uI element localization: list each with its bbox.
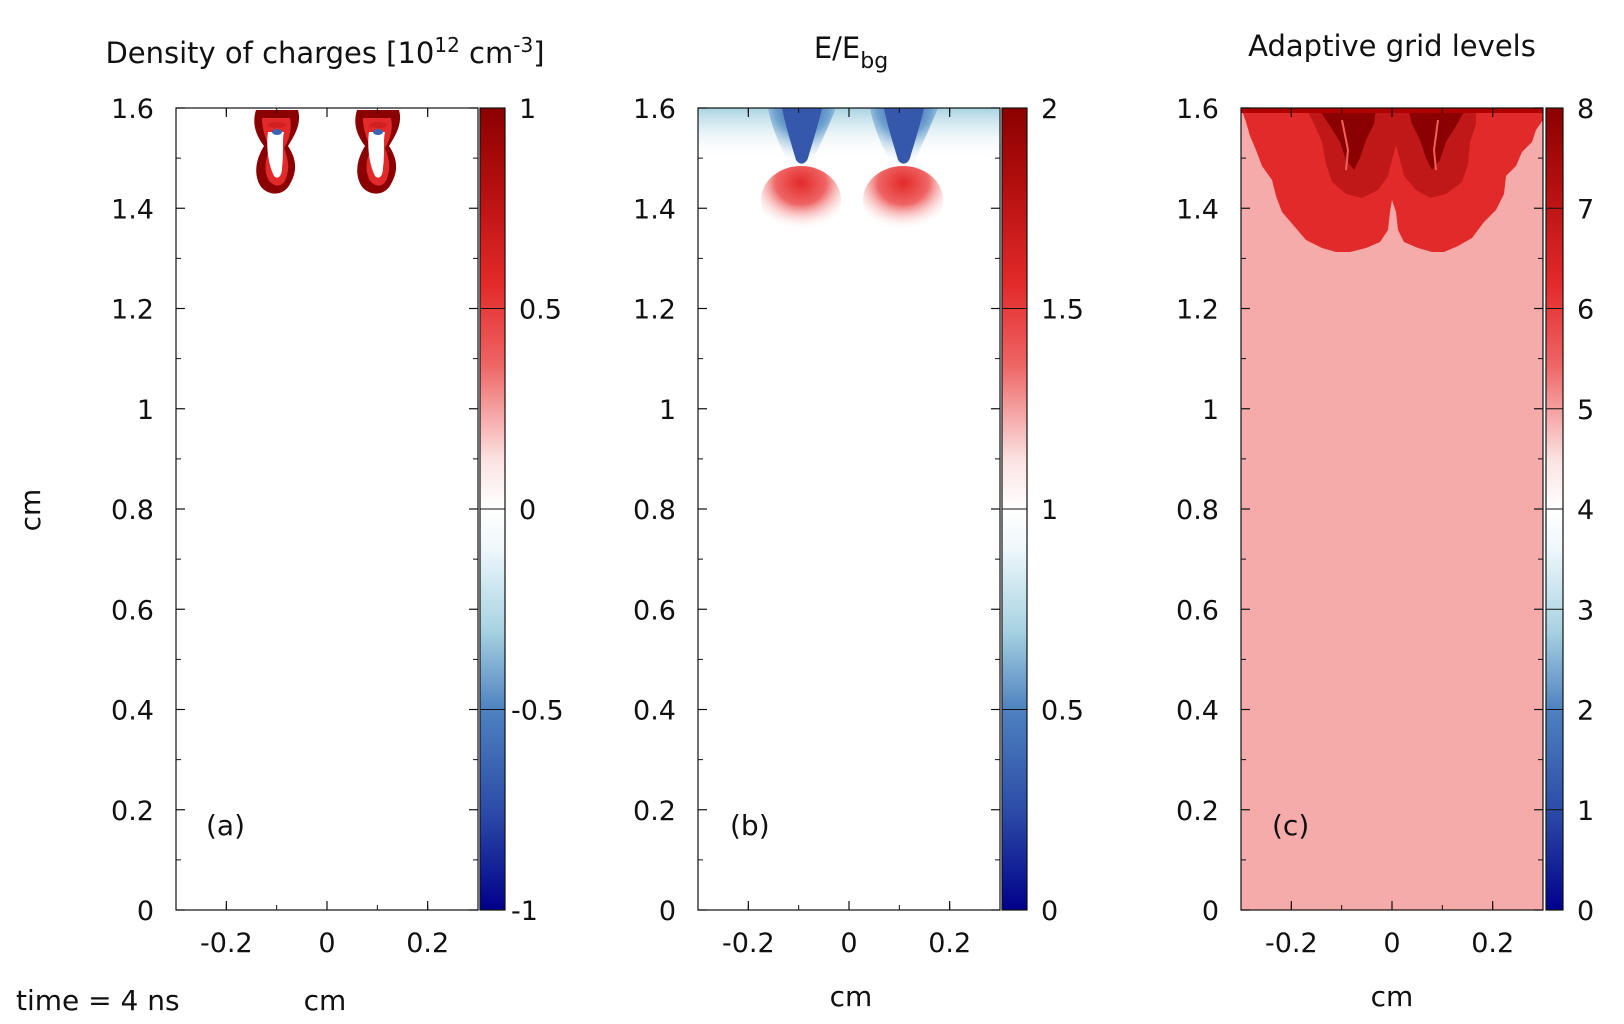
panel-a-ticks: 0 0.2 0.4 0.6 0.8 1 1.2 1.4 1.6 -0.2 0 0.2 bbox=[111, 94, 478, 959]
y-tick-label: 0.2 bbox=[111, 796, 154, 827]
panel-a-heatmap bbox=[254, 110, 401, 194]
colorbar-tick-label: 1 bbox=[1041, 495, 1058, 526]
x-tick-label: 0.2 bbox=[928, 928, 971, 959]
y-tick-label: 0.6 bbox=[111, 595, 154, 626]
x-tick-label: 0.2 bbox=[406, 928, 449, 959]
y-tick-label: 0.6 bbox=[1176, 595, 1219, 626]
panel-b: E/Ebg 00.20.40.60.811.21.41.6-0.2 0 0.2 00… bbox=[633, 31, 1084, 959]
colorbar-tick-label: 6 bbox=[1577, 295, 1594, 326]
y-tick-label: 1 bbox=[1202, 395, 1219, 426]
colorbar-tick-label: -0.5 bbox=[511, 696, 564, 727]
y-tick-label: 0.4 bbox=[111, 696, 154, 727]
x-tick-label: 0 bbox=[318, 928, 335, 959]
x-tick-label: 0 bbox=[840, 928, 857, 959]
y-tick-label: 0.4 bbox=[1176, 696, 1219, 727]
colorbar-tick-label: 4 bbox=[1577, 495, 1594, 526]
colorbar-tick-label: 0.5 bbox=[1041, 696, 1084, 727]
x-tick-label: -0.2 bbox=[1265, 928, 1318, 959]
y-tick-label: 1.2 bbox=[633, 295, 676, 326]
colorbar-tick-label: -1 bbox=[511, 896, 538, 927]
colorbar-tick-label: 2 bbox=[1041, 94, 1058, 125]
refinement-level-8-right bbox=[1408, 108, 1466, 170]
y-tick-label: 0.4 bbox=[633, 696, 676, 727]
panel-c-label: (c) bbox=[1272, 809, 1309, 842]
y-tick-label: 1 bbox=[659, 395, 676, 426]
panel-b-heatmap bbox=[698, 108, 1000, 234]
panel-a: Density of charges [1012 cm-3] 0 0.2 0.4 0.… bbox=[105, 33, 563, 959]
colorbar-tick-label: 0.5 bbox=[519, 295, 562, 326]
colorbar-tick-label: 0 bbox=[1577, 896, 1594, 927]
panel-c-ticks: 0 0.2 0.4 0.6 0.8 1 1.2 1.4 1.6 -0.2 0 0.2 bbox=[1176, 94, 1543, 959]
panel-b-ticks: 0 0.2 0.4 0.6 0.8 1 1.2 1.4 1.6 -0.2 0 0.2 bbox=[633, 94, 1000, 959]
y-tick-label: 1 bbox=[137, 395, 154, 426]
panel-b-label: (b) bbox=[730, 809, 770, 842]
y-tick-label: 0.8 bbox=[111, 495, 154, 526]
y-tick-label: 1.6 bbox=[1176, 94, 1219, 125]
panel-a-title: Density of charges [1012 cm-3] bbox=[105, 33, 544, 70]
y-tick-label: 1.2 bbox=[111, 295, 154, 326]
panel-c-base-level bbox=[1241, 108, 1543, 910]
y-tick-label: 0.2 bbox=[1176, 796, 1219, 827]
x-tick-label: 0 bbox=[1383, 928, 1400, 959]
left-field-structure bbox=[761, 108, 841, 234]
panel-a-plot-bg bbox=[176, 108, 478, 910]
y-tick-label: 1.6 bbox=[633, 94, 676, 125]
x-tick-label: -0.2 bbox=[722, 928, 775, 959]
y-axis-label: cm bbox=[14, 489, 47, 532]
x-tick-label: 0.2 bbox=[1471, 928, 1514, 959]
colorbar-tick-label: 5 bbox=[1577, 395, 1594, 426]
colorbar-tick-label: 1.5 bbox=[1041, 295, 1084, 326]
y-tick-label: 0 bbox=[659, 896, 676, 927]
colorbar-tick-label: 1 bbox=[1577, 796, 1594, 827]
panel-b-colorbar-ticks: 0 0.5 1 1.5 2 bbox=[1002, 94, 1084, 927]
panel-b-plot-bg bbox=[698, 108, 1000, 910]
colorbar-tick-label: 7 bbox=[1577, 194, 1594, 225]
panel-c-x-label: cm bbox=[1371, 980, 1414, 1013]
y-tick-label: 0.2 bbox=[633, 796, 676, 827]
panel-a-x-label: cm bbox=[304, 984, 347, 1017]
panel-c-title: Adaptive grid levels bbox=[1248, 29, 1536, 63]
time-footer: time = 4 ns bbox=[16, 984, 180, 1017]
y-tick-label: 1.4 bbox=[111, 194, 154, 225]
y-tick-label: 0.8 bbox=[1176, 495, 1219, 526]
y-tick-label: 0.6 bbox=[633, 595, 676, 626]
y-tick-label: 0 bbox=[137, 896, 154, 927]
right-streamer-density bbox=[355, 110, 401, 194]
refinement-level-8-left bbox=[1318, 108, 1376, 170]
y-tick-label: 1.6 bbox=[111, 94, 154, 125]
y-tick-label: 1.4 bbox=[633, 194, 676, 225]
colorbar-tick-label: 8 bbox=[1577, 94, 1594, 125]
colorbar-tick-label: 3 bbox=[1577, 595, 1594, 626]
panel-b-title: E/Ebg bbox=[814, 31, 888, 74]
right-field-structure bbox=[863, 108, 943, 234]
panel-b-x-label: cm bbox=[830, 980, 873, 1013]
colorbar-tick-label: 1 bbox=[519, 94, 536, 125]
colorbar-tick-label: 0 bbox=[519, 495, 536, 526]
y-tick-label: 0.8 bbox=[633, 495, 676, 526]
panel-c-colorbar-ticks: 0 1 2 3 4 5 6 7 8 bbox=[1546, 94, 1594, 927]
colorbar-tick-label: 2 bbox=[1577, 696, 1594, 727]
panel-a-colorbar-ticks: -1 -0.5 0 0.5 1 bbox=[480, 94, 564, 927]
panel-a-label: (a) bbox=[206, 809, 245, 842]
panel-c: Adaptive grid levels 0 0.2 0.4 0.6 0.8 1 1.2 1.… bbox=[1176, 29, 1594, 959]
y-tick-label: 0 bbox=[1202, 896, 1219, 927]
left-streamer-density bbox=[254, 110, 300, 194]
colorbar-tick-label: 0 bbox=[1041, 896, 1058, 927]
y-tick-label: 1.4 bbox=[1176, 194, 1219, 225]
x-tick-label: -0.2 bbox=[200, 928, 253, 959]
y-tick-label: 1.2 bbox=[1176, 295, 1219, 326]
